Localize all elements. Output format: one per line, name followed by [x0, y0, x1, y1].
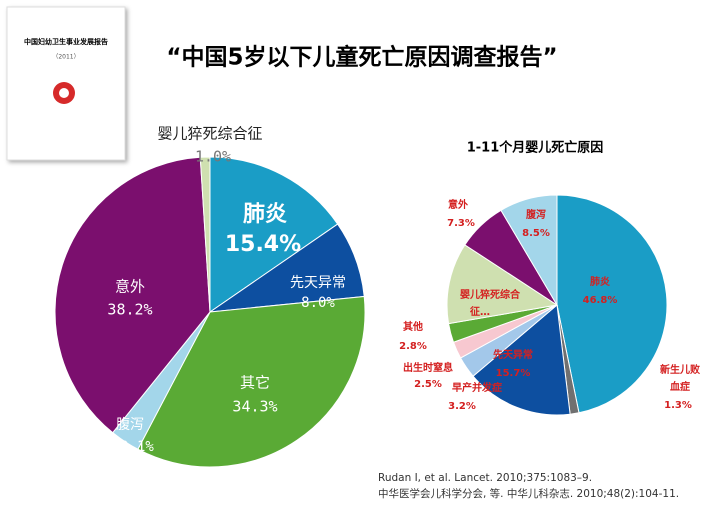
slice-value: 34.3% — [232, 398, 277, 416]
pie-slice — [199, 156, 211, 313]
slice-label: 意外 — [448, 198, 468, 211]
slice-value: 3.2% — [448, 401, 476, 412]
slice-label: 婴儿猝死综合征… — [460, 288, 521, 318]
slice-value: 15.4% — [225, 232, 301, 257]
slice-value: 1.0% — [195, 148, 231, 166]
slice-label: 新生儿败血症 — [660, 363, 700, 393]
slice-label: 婴儿猝死综合征 — [157, 125, 262, 143]
slice-label: 先天异常 — [290, 275, 346, 291]
pie-slice — [446, 244, 559, 325]
pie-slice — [556, 194, 668, 414]
pie-slice — [54, 156, 211, 434]
slice-value: 8.5% — [522, 228, 550, 239]
slice-label: 其他 — [403, 320, 423, 333]
slice-label: 出生时窒息 — [403, 361, 453, 374]
book-year: （2011） — [52, 54, 79, 61]
book-title: 中国妇幼卫生事业发展报告 — [24, 37, 108, 46]
slice-value: 2.8% — [399, 341, 427, 352]
slice-value: 46.8% — [583, 295, 618, 306]
slice-label: 其它 — [240, 374, 270, 392]
slice-value: 1.3% — [664, 400, 692, 411]
slice-label: 意外 — [115, 278, 145, 296]
slice-label: 腹泻 — [116, 416, 144, 433]
label-line: 婴儿猝死综合 — [460, 288, 521, 301]
slice-value: 38.2% — [107, 301, 152, 319]
slice-value: 8.0% — [301, 295, 335, 311]
slice-value: 15.7% — [496, 368, 531, 379]
label-line: 血症 — [670, 380, 690, 393]
label-line: 征… — [470, 305, 490, 318]
pie-slice — [500, 194, 558, 307]
slide-title: “中国5岁以下儿童死亡原因调查报告” — [166, 44, 557, 71]
chart-title: 1-11个月婴儿死亡原因 — [467, 140, 604, 156]
slice-label: 先天异常 — [493, 348, 533, 361]
slice-label: 肺炎 — [590, 275, 610, 288]
citation: 中华医学会儿科学分会, 等. 中华儿科杂志. 2010;48(2):104-11… — [378, 487, 679, 500]
pie-slice — [209, 156, 339, 313]
label-line: 新生儿败 — [660, 363, 700, 376]
pie-slice — [472, 304, 571, 416]
book-logo-inner — [59, 88, 69, 98]
slice-label: 肺炎 — [243, 202, 287, 227]
slice-value: 3.1% — [120, 439, 154, 455]
slice-label: 腹泻 — [526, 208, 546, 221]
slice-value: 7.3% — [447, 218, 475, 229]
slice-value: 2.5% — [414, 379, 442, 390]
slice-label: 早产并发症 — [452, 381, 502, 394]
pie-slice — [137, 295, 366, 468]
citation: Rudan I, et al. Lancet. 2010;375:1083–9. — [378, 472, 592, 484]
